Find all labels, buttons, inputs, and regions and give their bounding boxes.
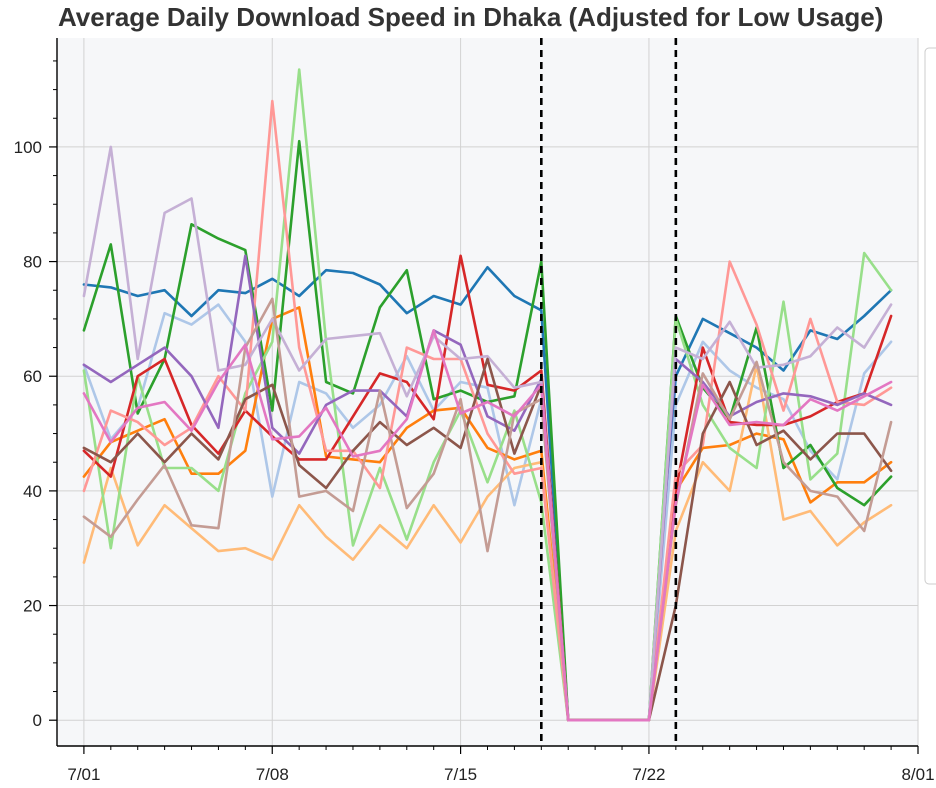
y-tick-label: 0: [33, 711, 42, 730]
y-tick-label: 20: [23, 597, 42, 616]
x-tick-label: 8/01: [901, 765, 934, 784]
series-line-8: [82, 99, 893, 722]
y-tick-label: 80: [23, 253, 42, 272]
series-line-9: [82, 254, 893, 722]
y-tick-label: 40: [23, 482, 42, 501]
legend-box: [924, 47, 936, 585]
chart-title: Average Daily Download Speed in Dhaka (A…: [58, 2, 884, 32]
series-line-7: [82, 254, 893, 722]
x-tick-label: 7/08: [256, 765, 289, 784]
y-tick-label: 100: [14, 138, 42, 157]
series-line-13: [82, 329, 893, 722]
series-line-11: [82, 357, 893, 722]
x-tick-label: 7/22: [632, 765, 665, 784]
series-line-2: [82, 303, 893, 722]
series-line-3: [82, 306, 893, 722]
series-line-12: [82, 297, 893, 722]
x-tick-label: 7/01: [67, 765, 100, 784]
x-tick-label: 7/15: [444, 765, 477, 784]
series-line-10: [82, 145, 893, 722]
series-line-6: [82, 68, 893, 722]
y-tick-label: 60: [23, 367, 42, 386]
series-line-1: [82, 265, 893, 722]
